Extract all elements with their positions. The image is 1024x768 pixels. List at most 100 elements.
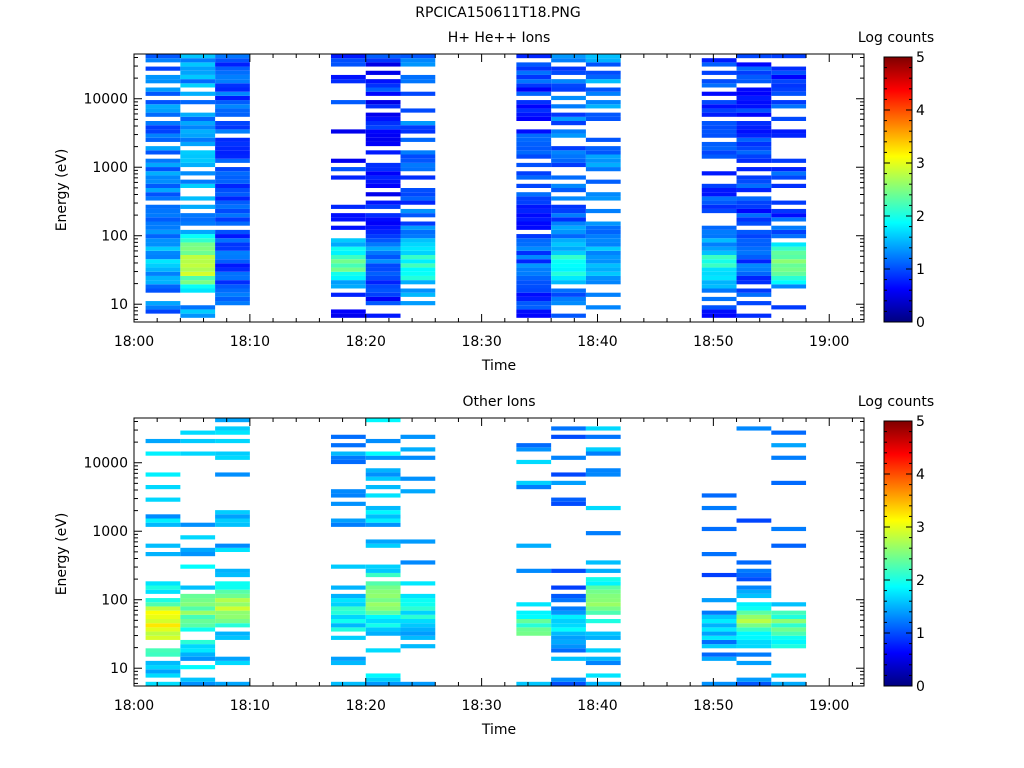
spectrogram-cell [145, 438, 181, 444]
spectrogram-cell [180, 158, 216, 163]
spectrogram-column [330, 434, 366, 686]
spectrogram-cell [365, 267, 401, 272]
spectrogram-cell [771, 87, 807, 92]
spectrogram-cell [145, 255, 181, 260]
spectrogram-cell [330, 175, 366, 180]
spectrogram-column [701, 58, 737, 318]
spectrogram-cell [365, 91, 401, 96]
spectrogram-cell [215, 301, 250, 306]
colorbar-tick-label: 5 [916, 414, 925, 430]
spectrogram-cell [585, 280, 621, 285]
colorbar: 0 1 2 3 4 5 [883, 414, 925, 695]
spectrogram-cell [551, 255, 586, 260]
spectrogram-cell [585, 472, 621, 477]
spectrogram-cell [701, 83, 737, 88]
spectrogram-cell [771, 255, 807, 260]
spectrogram-cell [551, 648, 586, 653]
spectrogram-cell [771, 234, 807, 239]
spectrogram-column [400, 434, 436, 686]
spectrogram-cell [400, 681, 436, 686]
spectrogram-cell [145, 74, 181, 80]
spectrogram-cell [701, 104, 737, 109]
spectrogram-cell [145, 472, 181, 477]
spectrogram-cell [701, 188, 737, 193]
panel-title-bottom: Other Ions [462, 394, 536, 410]
panel-0: 18:00 18:10 18:20 18:30 18:40 18:50 19:0010100… [83, 50, 925, 350]
spectrogram-cell [771, 242, 807, 247]
spectrogram-cell [400, 188, 436, 193]
spectrogram-column [365, 418, 401, 686]
spectrogram-cell [701, 572, 737, 578]
spectrogram-cell [330, 246, 366, 251]
spectrogram-cell [215, 288, 250, 293]
spectrogram-cell [400, 234, 436, 239]
spectrogram-cell [736, 275, 772, 281]
spectrogram-cell [365, 263, 401, 268]
spectrogram-cell [215, 514, 250, 519]
y-tick-label: 100 [101, 593, 128, 609]
spectrogram-cell [585, 250, 621, 255]
spectrogram-cell [701, 196, 737, 201]
spectrogram-cell [365, 451, 401, 456]
spectrogram-cell [736, 585, 772, 590]
panel-title-top: H+ He++ Ions [447, 30, 551, 46]
spectrogram-cell [400, 108, 436, 113]
spectrogram-cell [145, 284, 181, 289]
spectrogram-cell [585, 635, 621, 640]
spectrogram-cell [551, 426, 586, 431]
spectrogram-cell [215, 451, 250, 456]
spectrogram-cell [215, 217, 250, 222]
colorbar: 0 1 2 3 4 5 [883, 50, 925, 331]
spectrogram-cell [701, 275, 737, 281]
spectrogram-cell [516, 196, 552, 201]
spectrogram-cell [771, 158, 807, 163]
spectrogram-cell [215, 455, 250, 460]
spectrogram-cell [771, 175, 807, 180]
spectrogram-cell [585, 158, 621, 163]
spectrogram-cell [145, 125, 181, 130]
spectrogram-cell [215, 104, 250, 109]
spectrogram-cell [585, 660, 621, 666]
spectrogram-cell [736, 79, 772, 84]
spectrogram-cell [701, 129, 737, 134]
spectrogram-cell [736, 681, 772, 686]
spectrogram-cell [736, 200, 772, 205]
spectrogram-cell [516, 137, 552, 142]
spectrogram-cell [551, 246, 586, 251]
spectrogram-cell [145, 196, 181, 201]
spectrogram-cell [585, 70, 621, 75]
spectrogram-cell [400, 627, 436, 632]
spectrogram-cell [736, 631, 772, 636]
spectrogram-cell [365, 183, 401, 188]
spectrogram-cell [180, 204, 216, 209]
spectrogram-column [365, 54, 401, 318]
spectrogram-cell [551, 635, 586, 640]
spectrogram-cell [516, 100, 552, 105]
spectrogram-cell [330, 238, 366, 243]
spectrogram-cell [145, 581, 181, 586]
spectrogram-cell [585, 112, 621, 117]
spectrogram-cell [215, 158, 250, 163]
spectrogram-cell [736, 259, 772, 264]
spectrogram-cell [145, 133, 181, 138]
spectrogram-cell [215, 267, 250, 272]
spectrogram-cell [330, 656, 366, 661]
spectrogram-cell [736, 141, 772, 147]
spectrogram-cell [365, 677, 401, 682]
spectrogram-cell [180, 54, 216, 59]
spectrogram-cell [215, 543, 250, 548]
spectrogram-cell [736, 639, 772, 645]
spectrogram-cell [145, 179, 181, 184]
spectrogram-cell [330, 627, 366, 632]
spectrogram-cell [365, 192, 401, 197]
spectrogram-cell [585, 79, 621, 84]
colorbar-gradient [883, 420, 913, 687]
spectrogram-cell [736, 560, 772, 565]
spectrogram-cell [701, 234, 737, 239]
spectrogram-cell [215, 522, 250, 527]
spectrogram-cell [400, 581, 436, 586]
spectrogram-cell [400, 150, 436, 155]
spectrogram-cell [145, 280, 181, 285]
spectrogram-cell [585, 560, 621, 565]
spectrogram-cell [180, 644, 216, 649]
